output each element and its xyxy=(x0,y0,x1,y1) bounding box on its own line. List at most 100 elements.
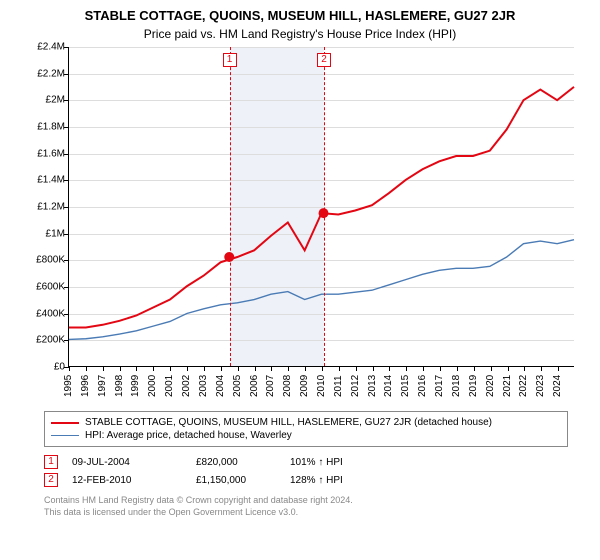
event-marker-box: 2 xyxy=(317,53,331,67)
legend-label: STABLE COTTAGE, QUOINS, MUSEUM HILL, HAS… xyxy=(85,417,492,428)
series-line xyxy=(69,87,574,328)
x-tick-label: 1997 xyxy=(97,375,108,397)
x-tick-mark xyxy=(153,366,154,371)
event-price: £820,000 xyxy=(196,457,276,468)
x-tick-mark xyxy=(322,366,323,371)
series-line xyxy=(69,240,574,340)
series-svg xyxy=(69,47,574,366)
x-tick-mark xyxy=(204,366,205,371)
x-tick-mark xyxy=(221,366,222,371)
y-tick-label: £200K xyxy=(29,335,65,346)
x-tick-mark xyxy=(406,366,407,371)
y-tick-label: £2.4M xyxy=(29,42,65,53)
event-date: 12-FEB-2010 xyxy=(72,475,182,486)
y-tick-label: £1.4M xyxy=(29,175,65,186)
x-tick-mark xyxy=(524,366,525,371)
x-tick-mark xyxy=(423,366,424,371)
y-tick-label: £400K xyxy=(29,308,65,319)
x-tick-mark xyxy=(305,366,306,371)
x-tick-label: 2012 xyxy=(350,375,361,397)
event-pct: 101% ↑ HPI xyxy=(290,457,380,468)
legend-label: HPI: Average price, detached house, Wave… xyxy=(85,430,292,441)
y-tick-label: £1.6M xyxy=(29,148,65,159)
x-tick-mark xyxy=(69,366,70,371)
x-tick-label: 2009 xyxy=(299,375,310,397)
y-tick-label: £600K xyxy=(29,282,65,293)
event-number: 2 xyxy=(44,473,58,487)
x-tick-label: 1998 xyxy=(114,375,125,397)
x-tick-label: 2000 xyxy=(147,375,158,397)
x-tick-label: 2024 xyxy=(552,375,563,397)
legend-swatch xyxy=(51,422,79,424)
chart-subtitle: Price paid vs. HM Land Registry's House … xyxy=(0,23,600,47)
x-tick-label: 2006 xyxy=(249,375,260,397)
chart-title: STABLE COTTAGE, QUOINS, MUSEUM HILL, HAS… xyxy=(0,0,600,23)
x-tick-label: 1996 xyxy=(80,375,91,397)
x-tick-mark xyxy=(541,366,542,371)
y-tick-label: £1.2M xyxy=(29,202,65,213)
x-tick-label: 2007 xyxy=(265,375,276,397)
x-tick-mark xyxy=(508,366,509,371)
x-tick-label: 2015 xyxy=(400,375,411,397)
x-tick-mark xyxy=(373,366,374,371)
x-tick-label: 2003 xyxy=(198,375,209,397)
x-tick-label: 1995 xyxy=(63,375,74,397)
x-tick-label: 2004 xyxy=(215,375,226,397)
event-date: 09-JUL-2004 xyxy=(72,457,182,468)
event-vline xyxy=(230,47,231,366)
x-tick-mark xyxy=(440,366,441,371)
legend-box: STABLE COTTAGE, QUOINS, MUSEUM HILL, HAS… xyxy=(44,411,568,447)
y-tick-label: £0 xyxy=(29,362,65,373)
x-tick-mark xyxy=(474,366,475,371)
x-tick-mark xyxy=(103,366,104,371)
y-tick-label: £2.2M xyxy=(29,68,65,79)
x-tick-mark xyxy=(558,366,559,371)
x-tick-mark xyxy=(288,366,289,371)
event-vline xyxy=(324,47,325,366)
legend-row: STABLE COTTAGE, QUOINS, MUSEUM HILL, HAS… xyxy=(51,416,561,429)
plot-region: £0£200K£400K£600K£800K£1M£1.2M£1.4M£1.6M… xyxy=(68,47,574,367)
x-tick-label: 2002 xyxy=(181,375,192,397)
x-tick-label: 2013 xyxy=(367,375,378,397)
x-tick-mark xyxy=(457,366,458,371)
x-tick-label: 2019 xyxy=(468,375,479,397)
x-tick-label: 2023 xyxy=(535,375,546,397)
x-tick-mark xyxy=(238,366,239,371)
x-tick-mark xyxy=(491,366,492,371)
chart-area: £0 £200K £400K £600K £800K £1M £1.2M £1.4M £1.6M… xyxy=(30,47,590,407)
x-tick-label: 2005 xyxy=(232,375,243,397)
x-tick-label: 2011 xyxy=(333,375,344,397)
event-number: 1 xyxy=(44,455,58,469)
y-tick-label: £800K xyxy=(29,255,65,266)
x-tick-label: 2017 xyxy=(434,375,445,397)
x-tick-label: 2020 xyxy=(485,375,496,397)
event-price: £1,150,000 xyxy=(196,475,276,486)
x-tick-label: 2001 xyxy=(164,375,175,397)
x-tick-mark xyxy=(356,366,357,371)
x-tick-label: 2021 xyxy=(502,375,513,397)
y-tick-label: £2M xyxy=(29,95,65,106)
x-tick-mark xyxy=(170,366,171,371)
footer-line-2: This data is licensed under the Open Gov… xyxy=(44,507,568,519)
x-tick-mark xyxy=(187,366,188,371)
x-tick-mark xyxy=(86,366,87,371)
x-tick-label: 2022 xyxy=(518,375,529,397)
y-tick-label: £1M xyxy=(29,228,65,239)
x-tick-label: 2008 xyxy=(282,375,293,397)
legend-row: HPI: Average price, detached house, Wave… xyxy=(51,429,561,442)
x-tick-mark xyxy=(255,366,256,371)
x-tick-mark xyxy=(136,366,137,371)
x-tick-label: 2016 xyxy=(417,375,428,397)
legend-swatch xyxy=(51,435,79,436)
x-tick-label: 2010 xyxy=(316,375,327,397)
event-row: 1 09-JUL-2004 £820,000 101% ↑ HPI xyxy=(44,453,568,471)
x-tick-label: 2014 xyxy=(383,375,394,397)
footer-attribution: Contains HM Land Registry data © Crown c… xyxy=(44,495,568,518)
x-tick-mark xyxy=(389,366,390,371)
y-tick-label: £1.8M xyxy=(29,122,65,133)
event-marker-box: 1 xyxy=(223,53,237,67)
x-tick-label: 1999 xyxy=(130,375,141,397)
event-row: 212-FEB-2010£1,150,000128% ↑ HPI xyxy=(44,471,568,489)
footer-line-1: Contains HM Land Registry data © Crown c… xyxy=(44,495,568,507)
x-tick-mark xyxy=(271,366,272,371)
